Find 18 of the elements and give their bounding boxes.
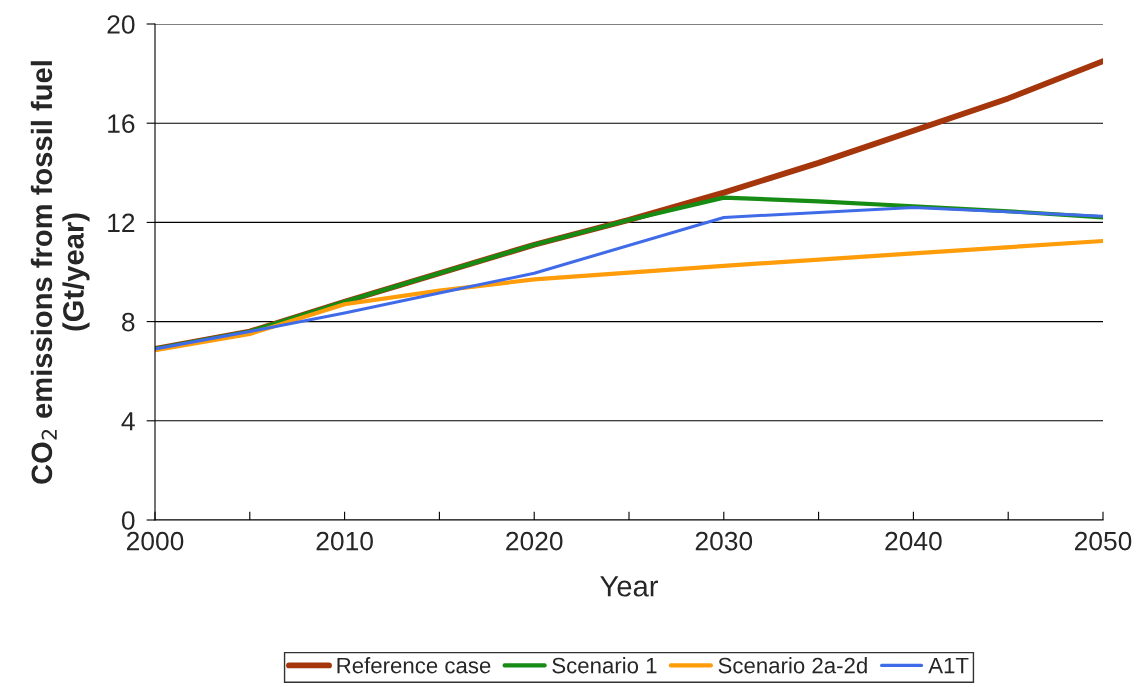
x-tick-label: 2050 (1074, 531, 1132, 551)
x-tick-label: 2000 (126, 531, 184, 551)
x-tick-label: 2040 (885, 531, 942, 551)
y-tick-label: 4 (121, 412, 135, 431)
legend-label: Scenario 1 (552, 657, 657, 674)
x-axis-title: Year (600, 576, 658, 597)
y-tick-label: 20 (107, 15, 135, 34)
legend-label: Scenario 2a-2d (718, 657, 867, 674)
y-tick-label: 8 (122, 312, 135, 332)
legend-label: Reference case (337, 657, 491, 674)
x-tick-label: 2020 (506, 531, 563, 551)
x-tick-label: 2030 (695, 531, 753, 551)
y-tick-label: 12 (108, 213, 135, 232)
y-tick-label: 0 (121, 511, 135, 530)
x-tick-label: 2010 (316, 531, 373, 551)
legend-label: A1T (928, 657, 969, 674)
y-tick-label: 16 (108, 114, 135, 134)
y-axis-title: CO$_{2}$ emissions from fossil fuel (Gt/year) (30, 61, 90, 484)
